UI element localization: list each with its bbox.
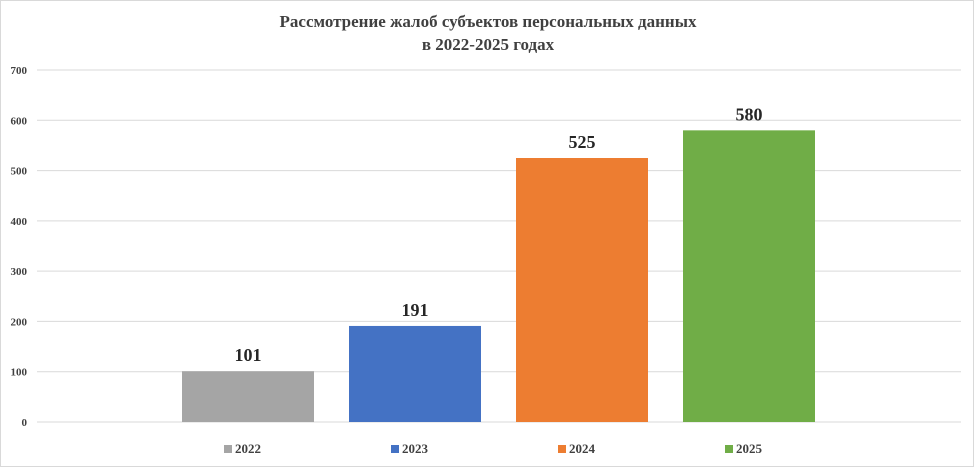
data-labels: 101 191 525 580 <box>235 104 763 365</box>
chart-title-line-2: в 2022-2025 годах <box>422 35 555 54</box>
legend-label-2024: 2024 <box>569 441 596 456</box>
data-label-2024: 525 <box>569 132 596 152</box>
y-tick-label: 100 <box>11 367 28 379</box>
y-tick-label: 200 <box>11 316 28 328</box>
bar-2025 <box>683 130 815 423</box>
bar-2023 <box>349 325 481 422</box>
legend-swatch-2024 <box>558 445 566 453</box>
data-label-2023: 191 <box>402 300 429 320</box>
data-label-2022: 101 <box>235 345 262 365</box>
legend-swatch-2022 <box>224 445 232 453</box>
y-axis-ticks: 0 100 200 300 400 500 600 700 <box>11 65 28 429</box>
grid-layer <box>37 69 961 423</box>
y-tick-label: 600 <box>11 115 28 127</box>
y-tick-label: 700 <box>11 65 28 77</box>
chart-title-line-1: Рассмотрение жалоб субъектов персональны… <box>280 12 697 31</box>
bar-2024 <box>516 158 648 422</box>
y-tick-label: 500 <box>11 166 28 178</box>
bars <box>182 130 815 423</box>
y-tick-label: 300 <box>11 266 28 278</box>
legend-label-2023: 2023 <box>402 441 429 456</box>
y-tick-label: 400 <box>11 216 28 228</box>
legend: 2022 2023 2024 2025 <box>224 441 763 456</box>
legend-label-2025: 2025 <box>736 441 763 456</box>
bar-2022 <box>182 371 314 422</box>
legend-label-2022: 2022 <box>235 441 261 456</box>
legend-swatch-2025 <box>725 445 733 453</box>
legend-swatch-2023 <box>391 445 399 453</box>
data-label-2025: 580 <box>736 104 763 124</box>
y-tick-label: 0 <box>22 417 28 429</box>
